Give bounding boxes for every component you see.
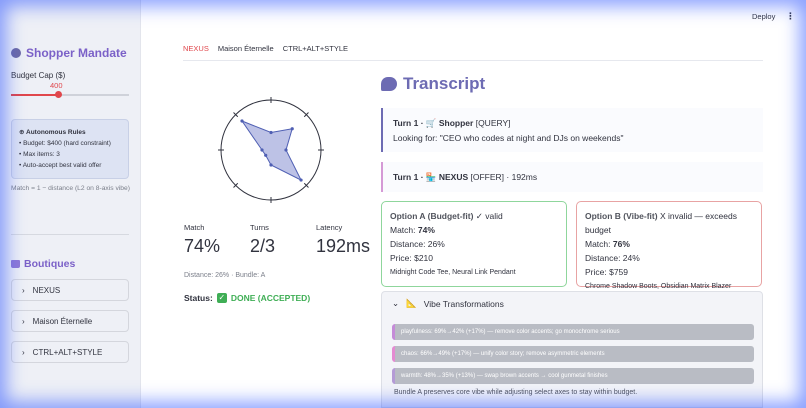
boutiques-title: Boutiques: [11, 258, 75, 270]
radar-point: [284, 148, 288, 152]
chevron-right-icon: ›: [22, 316, 25, 326]
budget-slider-thumb[interactable]: [55, 91, 63, 98]
check-icon: ✓: [216, 293, 227, 303]
vibe-radar-chart: [218, 97, 324, 203]
option-title: Option B (Vibe-fit): [585, 211, 658, 221]
vibe-bar: chaos: 66%→49% (+17%) — unify color stor…: [392, 346, 754, 362]
turns-value: 2/3: [250, 236, 276, 256]
chevron-right-icon: ›: [22, 347, 25, 357]
match-value: 74%: [184, 236, 221, 256]
tab-ctrl-alt-style[interactable]: CTRL+ALT+STYLE: [282, 44, 349, 53]
vibe-note: Bundle A preserves core vibe while adjus…: [394, 389, 638, 396]
status-line: Status: ✓ DONE (ACCEPTED): [184, 293, 311, 303]
latency-label: Latency: [316, 223, 343, 232]
sidebar-title: Shopper Mandate: [11, 46, 127, 60]
match-formula-note: Match = 1 − distance (L2 on 8-axis vibe): [11, 185, 130, 192]
option-distance: Distance: 24%: [585, 253, 640, 263]
option-price: Price: $210: [390, 253, 433, 263]
radar-point: [240, 119, 244, 123]
tab-maison[interactable]: Maison Éternelle: [217, 44, 274, 53]
transcript-title: Transcript: [381, 74, 485, 94]
boutique-expander-nexus[interactable]: › NEXUS: [11, 279, 129, 301]
option-flag: X invalid — exceeds budget: [585, 211, 737, 235]
radar-axis-tick: [233, 182, 239, 188]
rule-item: • Max items: 3: [19, 151, 60, 158]
turn-tag: [OFFER] · 192ms: [470, 172, 538, 182]
radar-axis-tick: [303, 112, 309, 118]
boutique-expander-maison[interactable]: › Maison Éternelle: [11, 310, 129, 332]
radar-point: [290, 127, 294, 131]
match-label: Match: [184, 223, 205, 232]
turn-card-offer: Turn 1 · 🏪 NEXUS [OFFER] · 192ms: [381, 162, 763, 192]
vibe-bar: playfulness: 69%→42% (+17%) — remove col…: [392, 324, 754, 340]
vibe-transformations-expander[interactable]: ⌄ 📐 Vibe Transformations playfulness: 69…: [381, 291, 763, 408]
radar-axis-tick: [233, 112, 239, 118]
tabs-divider: [183, 60, 763, 61]
budget-slider-fill: [11, 94, 59, 96]
option-items: Chrome Shadow Boots, Obsidian Matrix Bla…: [585, 283, 732, 290]
radar-point: [260, 148, 264, 152]
rule-item: • Budget: $400 (hard constraint): [19, 140, 111, 147]
turn-heading: Turn 1 · 🏪 NEXUS: [393, 172, 469, 182]
chart-icon: 📐: [406, 298, 417, 308]
radar-point: [264, 153, 268, 157]
option-title: Option A (Budget-fit): [390, 211, 474, 221]
radar-point: [269, 163, 273, 167]
latency-value: 192ms: [316, 236, 371, 256]
option-flag: ✓ valid: [475, 211, 503, 221]
rule-item: • Auto-accept best valid offer: [19, 162, 102, 169]
shopping-bag-icon: [11, 260, 20, 268]
sidebar-divider: [11, 234, 129, 235]
budget-slider-value: 400: [50, 81, 63, 90]
radar-point: [269, 130, 273, 135]
main-menu-icon[interactable]: ⋮: [786, 11, 795, 21]
sidebar: Shopper Mandate Budget Cap ($) 400 ⊕ Aut…: [0, 0, 141, 408]
rules-title: ⊕ Autonomous Rules: [19, 129, 86, 136]
status-badge: DONE (ACCEPTED): [230, 293, 311, 303]
turn-heading: Turn 1 · 🛒 Shopper: [393, 118, 474, 128]
radar-ticks: [218, 97, 324, 203]
chevron-right-icon: ›: [22, 285, 25, 295]
option-distance: Distance: 26%: [390, 239, 445, 249]
turn-text: Looking for: "CEO who codes at night and…: [393, 133, 624, 143]
budget-cap-label: Budget Cap ($): [11, 71, 66, 80]
radar-point: [299, 178, 303, 182]
autonomous-rules-box: ⊕ Autonomous Rules • Budget: $400 (hard …: [11, 119, 129, 179]
radar-points: [240, 119, 303, 182]
radar-axis-tick: [303, 182, 309, 188]
speech-bubble-icon: [381, 77, 397, 91]
option-a-card: Option A (Budget-fit) ✓ valid Match: 74%…: [381, 201, 567, 287]
boutique-expander-ctrl[interactable]: › CTRL+ALT+STYLE: [11, 341, 129, 363]
option-match: 74%: [417, 225, 435, 235]
chevron-down-icon: ⌄: [392, 298, 400, 308]
tab-nexus[interactable]: NEXUS: [183, 44, 209, 61]
vibe-header[interactable]: ⌄ 📐 Vibe Transformations: [392, 298, 504, 309]
budget-slider[interactable]: [11, 91, 129, 98]
option-items: Midnight Code Tee, Neural Link Pendant: [390, 269, 516, 276]
distance-bundle-caption: Distance: 26% · Bundle: A: [184, 272, 266, 279]
vibe-bar: warmth: 48%→35% (+13%) — swap brown acce…: [392, 368, 754, 384]
globe-icon: [11, 48, 21, 58]
option-match: 76%: [612, 239, 630, 249]
option-price: Price: $759: [585, 267, 628, 277]
option-b-card: Option B (Vibe-fit) X invalid — exceeds …: [576, 201, 762, 290]
turn-tag: [QUERY]: [475, 118, 511, 128]
boutique-tabs: NEXUS Maison Éternelle CTRL+ALT+STYLE: [183, 44, 348, 61]
turns-label: Turns: [250, 223, 269, 232]
deploy-button[interactable]: Deploy: [752, 12, 776, 21]
turn-card-query: Turn 1 · 🛒 Shopper [QUERY] Looking for: …: [381, 108, 763, 152]
